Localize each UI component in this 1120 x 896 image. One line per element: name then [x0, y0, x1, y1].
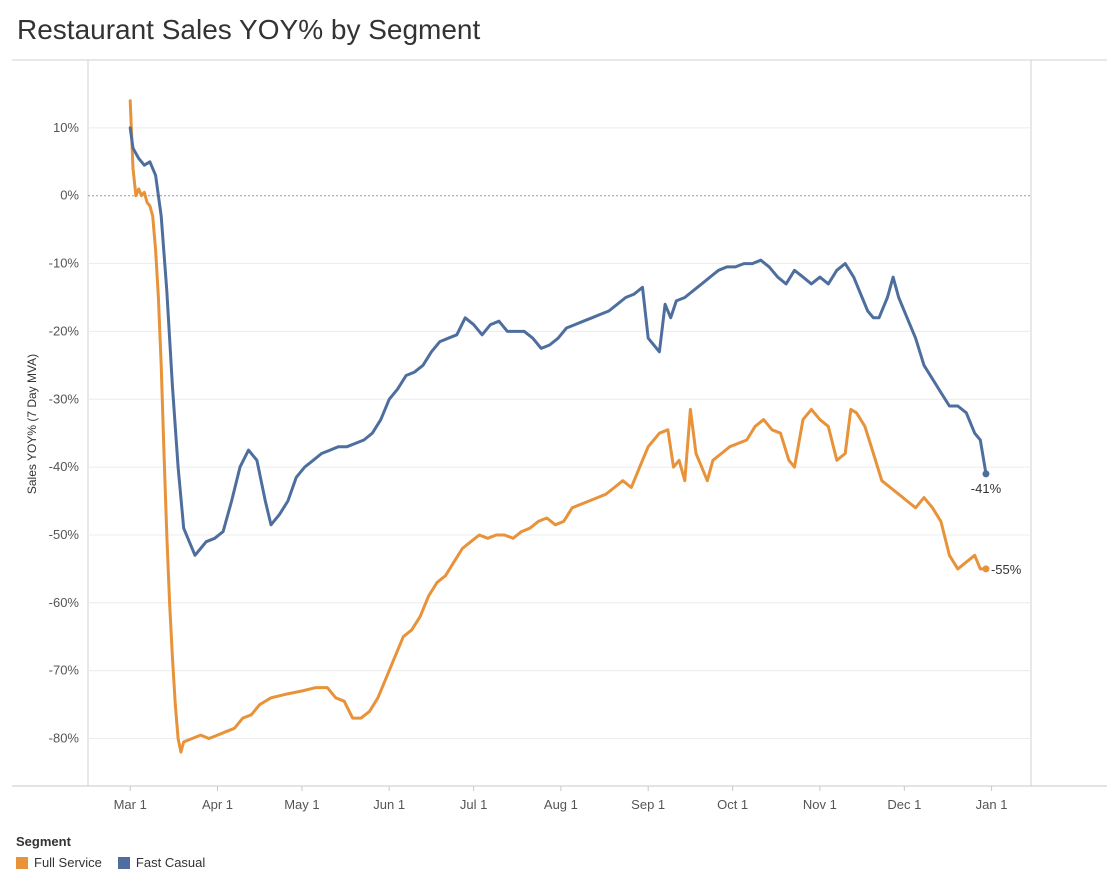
x-tick-label: Mar 1 [114, 797, 147, 812]
y-tick-label: -40% [49, 459, 80, 474]
y-tick-label: -80% [49, 731, 80, 746]
end-point-full-service[interactable] [982, 565, 990, 573]
legend: Segment Full Service Fast Casual [16, 834, 205, 870]
x-tick-label: Aug 1 [544, 797, 578, 812]
y-tick-label: -10% [49, 256, 80, 271]
x-tick-label: Nov 1 [803, 797, 837, 812]
end-labels: -55% -41% [971, 470, 1022, 577]
x-tick-label: Dec 1 [887, 797, 921, 812]
legend-swatch-fast-casual [117, 856, 130, 869]
y-axis-tick-labels: 10% 0% -10% -20% -30% -40% -50% -60% -70% -80% [49, 120, 80, 746]
y-tick-label: -20% [49, 323, 80, 338]
plot-frame [12, 59, 1107, 787]
end-label-fast-casual: -41% [971, 481, 1002, 496]
x-tick-label: Apr 1 [202, 797, 233, 812]
x-tick-label: Jun 1 [373, 797, 405, 812]
legend-label-fast-casual: Fast Casual [135, 855, 206, 870]
x-tick-label: Jan 1 [976, 797, 1008, 812]
x-axis-tick-labels: Mar 1 Apr 1 May 1 Jun 1 Jul 1 Aug 1 Sep 1 Oct 1… [114, 786, 1008, 812]
y-axis-label: Sales YOY% (7 Day MVA) [25, 354, 39, 494]
chart-title: Restaurant Sales YOY% by Segment [17, 14, 481, 45]
series-lines [128, 99, 988, 754]
series-line-full-service[interactable] [128, 99, 988, 754]
y-tick-label: 10% [53, 120, 79, 135]
y-tick-label: 0% [60, 188, 79, 203]
y-tick-label: -70% [49, 663, 80, 678]
legend-item-fast-casual[interactable]: Fast Casual [117, 855, 206, 870]
legend-title: Segment [16, 834, 71, 849]
end-label-full-service: -55% [991, 562, 1022, 577]
y-tick-label: -30% [49, 391, 80, 406]
end-point-fast-casual[interactable] [982, 470, 990, 478]
x-tick-label: May 1 [284, 797, 319, 812]
legend-swatch-full-service [16, 856, 28, 869]
legend-item-full-service[interactable]: Full Service [16, 855, 102, 870]
legend-label-full-service: Full Service [34, 855, 102, 870]
x-tick-label: Jul 1 [460, 797, 487, 812]
line-chart: 10% 0% -10% -20% -30% -40% -50% -60% -70% -80% Ma… [12, 59, 1107, 812]
y-tick-label: -60% [49, 595, 80, 610]
series-line-fast-casual[interactable] [128, 126, 988, 557]
y-tick-label: -50% [49, 527, 80, 542]
gridlines [88, 127, 1031, 740]
x-tick-label: Oct 1 [717, 797, 748, 812]
x-tick-label: Sep 1 [631, 797, 665, 812]
